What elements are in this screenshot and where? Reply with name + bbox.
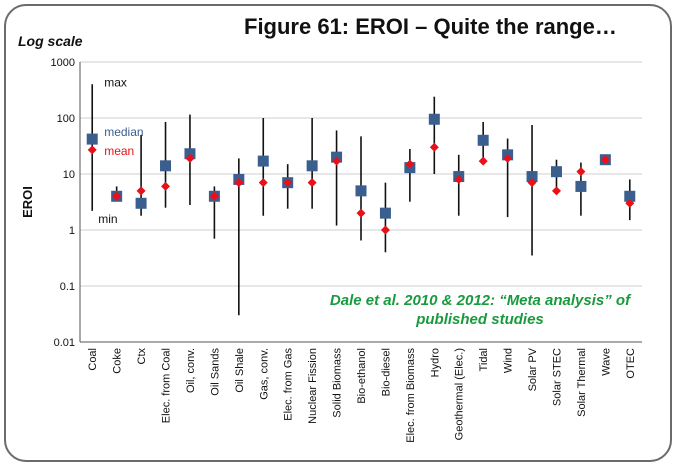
annotation-min: min — [98, 212, 117, 226]
mean-marker-14 — [429, 142, 439, 152]
x-tick-label: Coke — [112, 348, 124, 374]
median-marker-0 — [86, 133, 98, 145]
y-tick-label: 0.1 — [60, 281, 75, 293]
mean-marker-10 — [332, 156, 342, 166]
mean-marker-8 — [283, 178, 293, 188]
median-marker-20 — [575, 180, 587, 192]
x-tick-label: Solar STEC — [551, 348, 563, 406]
x-tick-label: Ctx — [136, 348, 148, 365]
median-marker-19 — [550, 166, 562, 178]
median-marker-9 — [306, 160, 318, 172]
mean-marker-21 — [600, 155, 610, 165]
mean-marker-18 — [527, 178, 537, 188]
x-tick-label: Elec. from Biomass — [405, 348, 417, 443]
x-tick-label: Nuclear Fission — [307, 348, 319, 424]
mean-marker-7 — [258, 178, 268, 188]
x-tick-label: Bio-diesel — [380, 348, 392, 396]
annotation-max: max — [104, 75, 127, 89]
x-tick-label: OTEC — [625, 348, 637, 379]
mean-marker-6 — [234, 178, 244, 188]
mean-marker-9 — [307, 178, 317, 188]
median-marker-7 — [257, 155, 269, 167]
mean-marker-0 — [87, 145, 97, 155]
median-marker-4 — [184, 148, 196, 160]
x-tick-label: Solar PV — [527, 347, 539, 391]
mean-marker-19 — [551, 186, 561, 196]
figure-title: Figure 61: EROI – Quite the range… — [244, 14, 617, 39]
mean-marker-12 — [380, 225, 390, 235]
mean-marker-17 — [503, 153, 513, 163]
x-tick-label: Wave — [600, 348, 612, 376]
figure-frame — [4, 4, 672, 462]
x-tick-label: Elec. from Gas — [283, 348, 295, 421]
x-tick-label: Coal — [87, 348, 99, 371]
median-marker-12 — [379, 207, 391, 219]
y-tick-label: 1 — [69, 225, 75, 237]
median-marker-2 — [135, 197, 147, 209]
x-tick-label: Gas, conv. — [258, 348, 270, 400]
x-tick-label: Oil Shale — [234, 348, 246, 393]
x-tick-label: Elec. from Coal — [161, 348, 173, 423]
median-marker-3 — [160, 160, 172, 172]
annotation-median: median — [104, 125, 143, 139]
x-tick-label: Wind — [503, 348, 515, 373]
median-marker-14 — [428, 113, 440, 125]
mean-marker-20 — [576, 167, 586, 177]
mean-marker-5 — [209, 191, 219, 201]
x-tick-label: Hydro — [429, 348, 441, 377]
mean-marker-16 — [478, 156, 488, 166]
median-marker-18 — [526, 171, 538, 183]
annotation-mean: mean — [104, 144, 134, 158]
x-tick-label: Solar Thermal — [576, 348, 588, 417]
y-axis-label: EROI — [20, 186, 35, 218]
source-note: Dale et al. 2010 & 2012: “Meta analysis”… — [300, 291, 660, 329]
mean-marker-3 — [161, 181, 171, 191]
y-tick-label: 10 — [63, 169, 75, 181]
source-note-line2: published studies — [416, 311, 544, 328]
x-tick-label: Oil, conv. — [185, 348, 197, 393]
log-scale-label: Log scale — [18, 33, 83, 49]
mean-marker-15 — [454, 174, 464, 184]
y-tick-label: 100 — [57, 113, 75, 125]
mean-marker-4 — [185, 153, 195, 163]
mean-marker-2 — [136, 186, 146, 196]
y-tick-label: 0.01 — [54, 337, 75, 349]
x-tick-label: Bio-ethanol — [356, 348, 368, 404]
x-tick-label: Solid Biomass — [332, 348, 344, 418]
mean-marker-22 — [625, 198, 635, 208]
mean-marker-1 — [112, 191, 122, 201]
median-marker-22 — [624, 190, 636, 202]
mean-marker-11 — [356, 208, 366, 218]
median-marker-16 — [477, 134, 489, 146]
x-tick-label: Geothermal (Elec.) — [454, 348, 466, 440]
x-tick-label: Oil Sands — [209, 348, 221, 396]
y-tick-label: 1000 — [51, 57, 75, 69]
x-tick-label: Tidal — [478, 348, 490, 371]
source-note-line1: Dale et al. 2010 & 2012: “Meta analysis”… — [329, 292, 631, 309]
mean-marker-13 — [405, 159, 415, 169]
median-marker-11 — [355, 185, 367, 197]
